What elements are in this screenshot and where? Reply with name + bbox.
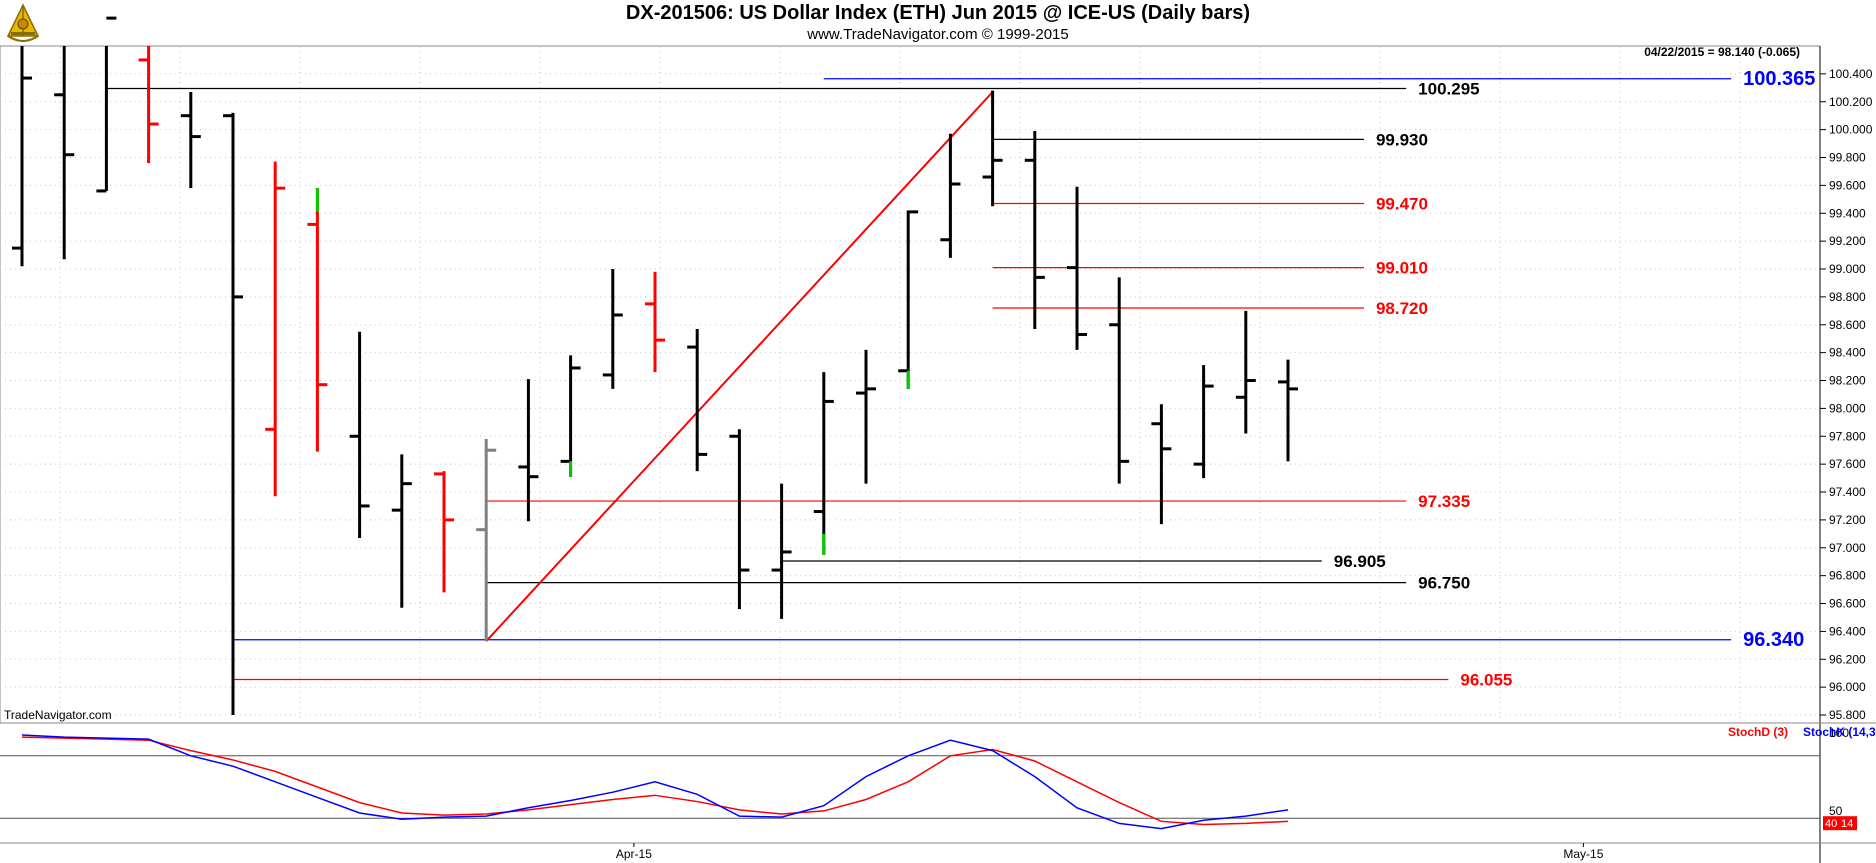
ohlc-bars — [12, 16, 1298, 716]
date-axis: Apr-15 May-15 — [616, 843, 1604, 861]
y-tick-label: 98.200 — [1829, 374, 1866, 388]
level-label: 98.720 — [1376, 299, 1428, 318]
level-label: 96.055 — [1460, 670, 1512, 689]
x-tick-label: Apr-15 — [616, 847, 652, 861]
y-tick-label: 96.200 — [1829, 652, 1866, 666]
sextant-logo-icon — [6, 3, 40, 42]
stochd-legend: StochD (3) — [1728, 725, 1788, 739]
level-label: 96.905 — [1334, 552, 1386, 571]
y-tick-label: 99.800 — [1829, 151, 1866, 165]
watermark: TradeNavigator.com — [4, 708, 112, 722]
support-resistance-levels: 100.365 100.295 99.930 99.470 99.010 98.720 97… — [106, 68, 1815, 689]
level-label: 96.750 — [1418, 574, 1470, 593]
y-tick-label: 96.400 — [1829, 624, 1866, 638]
level-label: 99.930 — [1376, 130, 1428, 149]
y-tick-label: 96.800 — [1829, 569, 1866, 583]
y-tick-label: 100.400 — [1829, 67, 1873, 81]
y-tick-label: 98.800 — [1829, 290, 1866, 304]
y-tick-label: 100.000 — [1829, 123, 1873, 137]
level-label: 97.335 — [1418, 492, 1470, 511]
stochd-line — [21, 736, 1289, 826]
y-tick-label: 97.200 — [1829, 513, 1866, 527]
level-label: 99.470 — [1376, 195, 1428, 214]
x-tick-label: May-15 — [1563, 847, 1603, 861]
price-axis: 95.800 96.000 96.200 96.400 96.600 96.800 97.0… — [1819, 46, 1873, 863]
stoch-tick-label: 50 — [1829, 804, 1843, 818]
chart-header: DX-201506: US Dollar Index (ETH) Jun 201… — [0, 0, 1876, 46]
y-tick-label: 99.000 — [1829, 262, 1866, 276]
y-tick-label: 96.000 — [1829, 680, 1866, 694]
y-tick-label: 99.200 — [1829, 234, 1866, 248]
level-label: 100.295 — [1418, 80, 1479, 99]
y-tick-label: 98.000 — [1829, 401, 1866, 415]
badge-value-d: 40 — [1825, 818, 1837, 830]
y-tick-label: 100.200 — [1829, 95, 1873, 109]
chart-title: DX-201506: US Dollar Index (ETH) Jun 201… — [625, 2, 1251, 24]
y-tick-label: 96.600 — [1829, 597, 1866, 611]
y-tick-label: 98.600 — [1829, 318, 1866, 332]
badge-value-k: 14 — [1841, 818, 1853, 830]
level-label: 96.340 — [1743, 629, 1804, 651]
level-label: 99.010 — [1376, 259, 1428, 278]
stochk-line — [21, 734, 1289, 830]
level-label: 100.365 — [1743, 68, 1815, 90]
y-tick-label: 99.600 — [1829, 178, 1866, 192]
y-tick-label: 95.800 — [1829, 708, 1866, 722]
y-tick-label: 99.400 — [1829, 206, 1866, 220]
horizontal-gridlines — [0, 73, 1820, 716]
y-tick-label: 97.400 — [1829, 485, 1866, 499]
stoch-tick-label: 100 — [1829, 726, 1849, 740]
y-tick-label: 97.000 — [1829, 541, 1866, 555]
value-badge — [1823, 816, 1857, 831]
y-tick-label: 97.800 — [1829, 429, 1866, 443]
stochk-legend: StochK (14,3) — [1803, 725, 1876, 739]
trend-line-segment — [485, 91, 994, 642]
copyright-text: www.TradeNavigator.com © 1999-2015 — [807, 26, 1069, 43]
last-value-label: 04/22/2015 = 98.140 (-0.065) — [1644, 45, 1800, 59]
y-tick-label: 97.600 — [1829, 457, 1866, 471]
y-tick-label: 98.400 — [1829, 346, 1866, 360]
trend-line — [485, 91, 994, 642]
